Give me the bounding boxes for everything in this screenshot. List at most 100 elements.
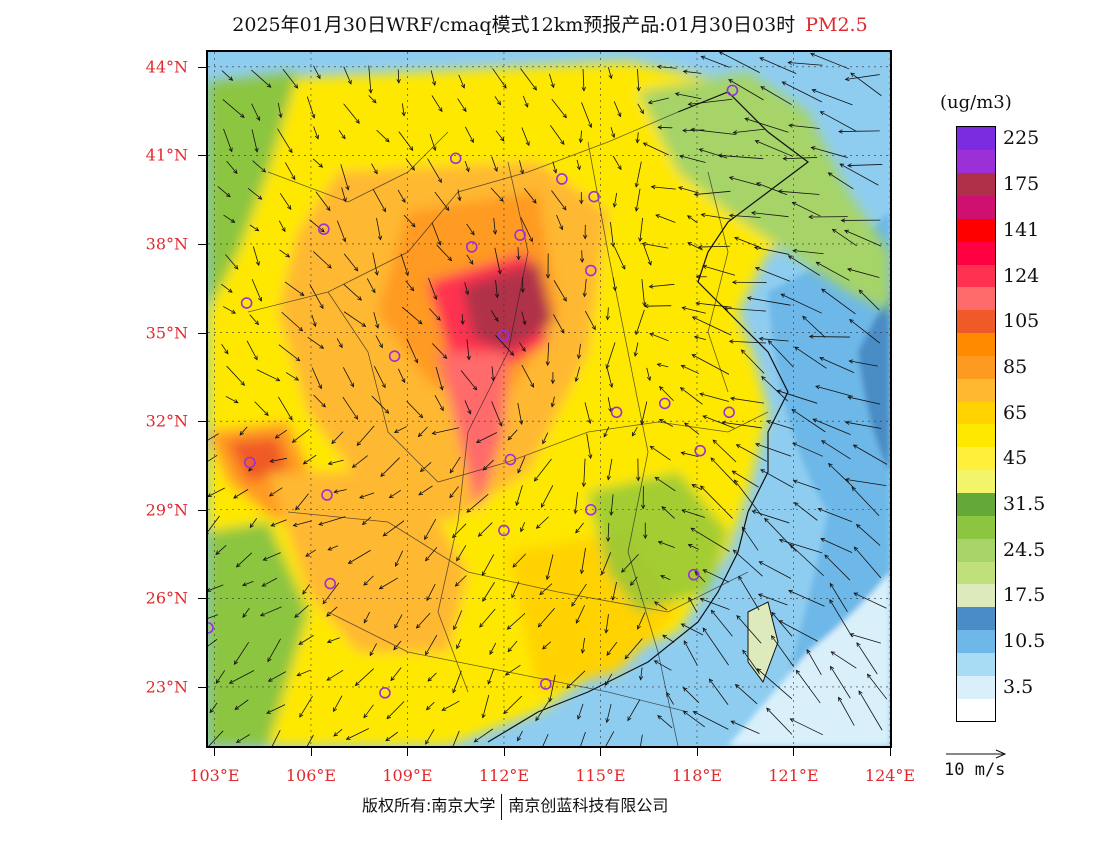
wind-arrow xyxy=(340,164,350,191)
wind-arrow xyxy=(684,422,700,435)
wind-arrow xyxy=(605,731,615,746)
wind-arrow xyxy=(605,522,611,543)
wind-arrow xyxy=(388,489,401,499)
wind-arrow xyxy=(648,283,675,289)
wind-arrow xyxy=(233,641,250,666)
city-markers xyxy=(208,84,739,699)
colorbar-swatch xyxy=(957,583,995,608)
wind-arrow xyxy=(659,386,674,402)
wind-arrow xyxy=(695,301,732,308)
wind-arrow xyxy=(636,69,641,92)
colorbar-label: 175 xyxy=(1003,173,1040,196)
wind-arrow xyxy=(719,52,760,74)
wind-arrow xyxy=(682,69,702,74)
wind-arrow xyxy=(343,66,352,85)
wind-arrow xyxy=(477,522,493,537)
wind-arrow xyxy=(810,52,850,70)
colorbar-swatch xyxy=(957,538,995,562)
wind-arrow xyxy=(741,526,759,551)
wind-arrow xyxy=(313,251,332,269)
wind-arrow xyxy=(424,518,437,541)
wind-arrow xyxy=(343,253,359,272)
colorbar-swatch xyxy=(957,309,995,334)
city-marker xyxy=(498,329,510,342)
wind-arrow xyxy=(512,553,526,568)
wind-arrow xyxy=(815,261,850,281)
wind-arrow xyxy=(580,731,586,746)
colorbar-label: 225 xyxy=(1003,127,1040,150)
wind-arrow xyxy=(821,440,851,460)
wind-arrow xyxy=(327,459,344,466)
wind-arrow xyxy=(449,456,461,474)
wind-arrow xyxy=(600,552,612,576)
wind-arrow xyxy=(401,103,406,117)
wind-arrow xyxy=(612,277,617,292)
colorbar-swatch xyxy=(957,606,995,631)
wind-arrow xyxy=(208,515,220,535)
wind-arrow xyxy=(712,439,737,463)
lon-label: 115°E xyxy=(575,766,626,785)
wind-arrow xyxy=(259,606,282,617)
wind-arrow xyxy=(327,545,339,551)
wind-arrow xyxy=(795,669,821,704)
colorbar-swatch xyxy=(957,698,995,722)
wind-arrow xyxy=(542,641,552,650)
wind-arrow xyxy=(788,123,820,129)
wind-arrow xyxy=(466,493,489,513)
city-marker xyxy=(465,241,478,253)
wind-arrow xyxy=(606,458,613,481)
wind-arrow xyxy=(539,583,553,596)
lat-label: 44°N xyxy=(145,57,188,77)
wind-arrow xyxy=(460,370,478,391)
wind-arrow xyxy=(311,314,317,328)
wind-arrow xyxy=(277,128,293,154)
wind-arrow xyxy=(661,506,675,519)
wind-arrow xyxy=(262,552,281,561)
lat-label: 23°N xyxy=(145,677,188,697)
wind-arrow xyxy=(452,670,462,694)
wind-arrow xyxy=(372,189,387,213)
concentration-field xyxy=(208,62,890,746)
wind-arrow xyxy=(776,389,818,404)
wind-arrow xyxy=(267,638,281,663)
wind-arrow xyxy=(278,344,301,362)
wind-arrow xyxy=(436,244,453,262)
wind-arrow xyxy=(633,342,639,357)
lon-label: 112°E xyxy=(478,766,530,785)
wind-arrow xyxy=(361,516,372,526)
wind-arrow xyxy=(578,130,584,144)
wind-arrow xyxy=(278,220,286,233)
wind-arrow xyxy=(209,702,218,714)
wind-arrow xyxy=(266,704,286,714)
wind-arrow xyxy=(657,715,673,729)
wind-arrow xyxy=(815,385,854,397)
wind-arrow xyxy=(688,596,698,613)
wind-arrow xyxy=(521,311,527,326)
wind-arrow xyxy=(791,408,826,433)
wind-arrow xyxy=(573,492,578,515)
lon-tick xyxy=(407,748,409,756)
wind-arrow xyxy=(680,623,704,636)
wind-arrow xyxy=(516,247,521,261)
wind-arrow xyxy=(458,74,465,89)
wind-arrow xyxy=(682,710,705,728)
wind-arrow xyxy=(787,255,821,276)
wind-arrow xyxy=(427,158,442,184)
wind-arrow xyxy=(302,584,310,595)
wind-arrow xyxy=(268,487,283,497)
wind-arrow xyxy=(643,303,672,309)
wind-arrow xyxy=(821,288,856,315)
wind-arrow xyxy=(850,72,882,97)
wind-arrow xyxy=(431,222,442,246)
wind-arrow xyxy=(612,155,622,171)
city-marker xyxy=(318,223,330,235)
wind-arrow xyxy=(345,728,370,740)
wind-arrow xyxy=(221,283,233,293)
wind-arrow xyxy=(208,639,218,647)
wind-arrow xyxy=(425,634,438,656)
wind-arrow xyxy=(279,192,292,210)
city-marker xyxy=(321,489,333,501)
wind-arrow xyxy=(679,387,703,405)
lat-tick xyxy=(198,66,206,68)
wind-arrow xyxy=(810,146,848,158)
